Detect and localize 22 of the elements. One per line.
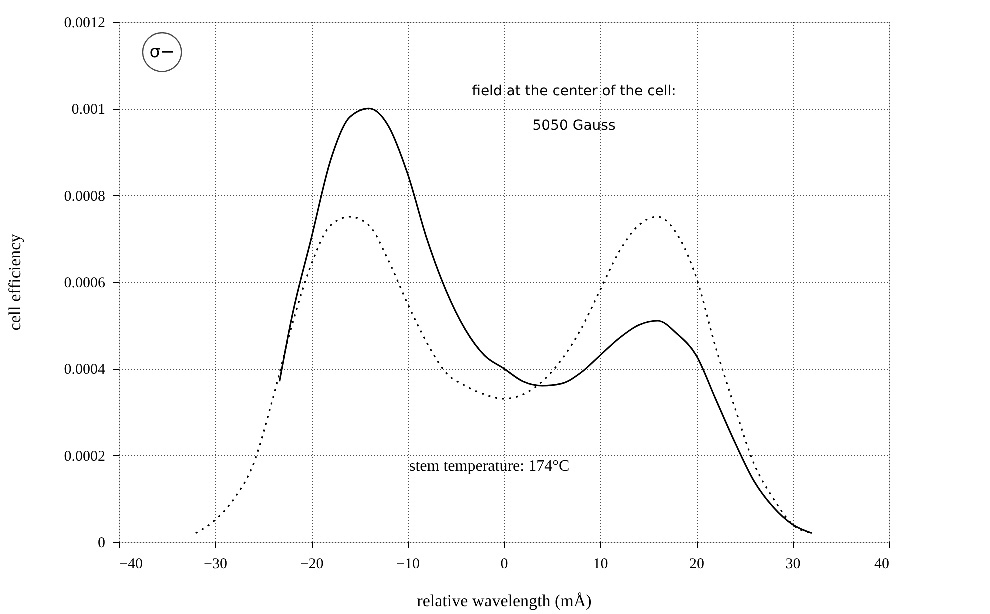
x-axis-title: relative wavelength (mÅ) (417, 592, 592, 610)
x-tick-label: −20 (300, 556, 324, 572)
y-tick-label: 0.0002 (64, 448, 106, 465)
x-tick-label: −10 (396, 556, 420, 572)
x-tick-label: 0 (500, 556, 508, 572)
y-tick-label: 0.0006 (64, 276, 106, 292)
annotation: field at the center of the cell: (472, 83, 676, 100)
x-tick-label: 10 (593, 556, 608, 572)
annotation: 5050 Gauss (532, 118, 616, 134)
y-tick-label: 0.0012 (64, 16, 106, 32)
x-tick-label: 30 (786, 556, 801, 572)
y-axis-title: cell efficiency (5, 234, 24, 331)
y-tick-label: 0 (98, 536, 106, 552)
y-tick-label: 0.0004 (64, 362, 106, 378)
x-tick-label: 20 (690, 556, 704, 572)
x-tick-label: −40 (120, 556, 143, 572)
x-tick-label: −30 (204, 556, 228, 572)
y-tick-label: 0.0008 (64, 188, 106, 205)
y-tick-label: 0.001 (72, 102, 106, 118)
annotation: σ− (150, 42, 175, 62)
annotation: stem temperature: 174°C (409, 458, 570, 476)
x-tick-label: 40 (874, 556, 890, 572)
